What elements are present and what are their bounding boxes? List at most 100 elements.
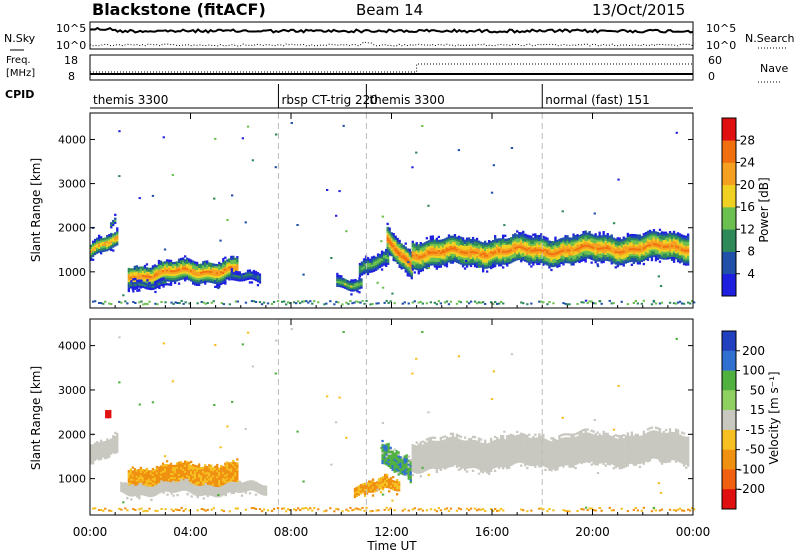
heatmap-cell	[364, 271, 368, 274]
heatmap-cell	[198, 271, 201, 275]
heatmap-cell	[129, 276, 133, 279]
heatmap-cell	[186, 485, 189, 488]
heatmap-cell	[399, 462, 402, 465]
heatmap-cell	[216, 271, 219, 275]
heatmap-cell	[222, 265, 225, 269]
heatmap-cell	[153, 270, 157, 273]
heatmap-cell	[378, 253, 382, 257]
heatmap-cell	[658, 256, 662, 259]
heatmap-cell	[256, 482, 260, 485]
heatmap-cell	[630, 253, 634, 257]
heatmap-cell	[419, 259, 422, 263]
heatmap-cell	[196, 261, 199, 265]
heatmap-cell	[394, 249, 397, 252]
heatmap-cell	[248, 482, 252, 485]
heatmap-cell	[222, 473, 225, 477]
heatmap-cell	[184, 261, 187, 264]
heatmap-cell	[165, 472, 169, 475]
heatmap-cell	[514, 245, 517, 248]
heatmap-cell	[106, 238, 109, 242]
heatmap-cell	[338, 276, 341, 280]
heatmap-cell	[554, 238, 557, 241]
heatmap-cell	[214, 485, 217, 488]
heatmap-cell	[618, 237, 621, 240]
heatmap-cell	[490, 260, 493, 264]
heatmap-cell	[530, 245, 533, 248]
heatmap-cell	[612, 241, 615, 244]
heatmap-cell	[475, 259, 479, 262]
heatmap-cell	[132, 282, 135, 285]
heatmap-cell	[488, 242, 491, 245]
heatmap-cell	[490, 243, 493, 246]
heatmap-cell	[114, 213, 117, 216]
heatmap-cell	[620, 300, 623, 303]
heatmap-cell	[628, 246, 632, 249]
heatmap-cell	[638, 238, 642, 241]
heatmap-cell	[385, 260, 388, 264]
heatmap-cell	[588, 250, 591, 254]
heatmap-cell	[636, 256, 640, 259]
heatmap-cell	[465, 253, 469, 256]
heatmap-cell	[410, 271, 413, 274]
heatmap-cell	[360, 267, 364, 270]
heatmap-cell	[234, 263, 237, 267]
heatmap-cell	[352, 285, 355, 288]
heatmap-cell	[236, 488, 240, 491]
heatmap-cell	[469, 256, 473, 260]
heatmap-cell	[107, 414, 110, 417]
heatmap-cell	[139, 268, 143, 271]
heatmap-cell	[554, 264, 557, 267]
heatmap-cell	[606, 246, 609, 250]
heatmap-cell	[646, 232, 650, 236]
heatmap-cell	[208, 270, 211, 273]
heatmap-cell	[210, 272, 213, 275]
heatmap-cell	[104, 300, 107, 303]
heatmap-cell	[584, 230, 587, 233]
heatmap-cell	[252, 482, 256, 485]
heatmap-cell	[179, 273, 183, 277]
heatmap-cell	[204, 466, 207, 469]
heatmap-cell	[246, 484, 250, 487]
heatmap-cell	[526, 260, 529, 263]
heatmap-cell	[102, 447, 105, 450]
heatmap-cell	[404, 268, 407, 271]
heatmap-cell	[514, 247, 517, 250]
heatmap-cell	[175, 269, 179, 272]
heatmap-cell	[104, 241, 107, 244]
heatmap-cell	[594, 255, 597, 258]
heatmap-cell	[378, 255, 382, 259]
heatmap-cell	[214, 275, 217, 278]
heatmap-cell	[381, 461, 384, 465]
heatmap-cell	[544, 240, 547, 243]
heatmap-cell	[522, 246, 525, 249]
heatmap-cell	[650, 231, 654, 234]
heatmap-cell	[153, 473, 157, 476]
heatmap-cell	[512, 246, 515, 249]
heatmap-cell	[110, 446, 113, 449]
heatmap-cell	[451, 255, 455, 258]
heatmap-cell	[411, 242, 414, 245]
heatmap-cell	[340, 275, 343, 278]
heatmap-cell	[554, 244, 557, 247]
heatmap-cell	[228, 270, 231, 273]
heatmap-cell	[536, 248, 539, 252]
heatmap-cell	[554, 240, 557, 243]
station-title: Blackstone (fitACF)	[92, 0, 266, 19]
heatmap-cell	[236, 464, 239, 467]
heatmap-cell	[220, 267, 223, 270]
heatmap-cell	[524, 247, 527, 250]
heatmap-cell	[127, 289, 131, 293]
heatmap-cell	[648, 249, 652, 252]
heatmap-cell	[256, 488, 260, 491]
heatmap-cell	[194, 283, 197, 286]
heatmap-cell	[94, 448, 97, 451]
heatmap-cell	[190, 279, 193, 282]
heatmap-cell	[363, 482, 367, 485]
heatmap-cell	[404, 260, 407, 263]
heatmap-cell	[230, 469, 233, 473]
heatmap-cell	[336, 276, 339, 280]
heatmap-cell	[147, 482, 151, 485]
heatmap-cell	[431, 253, 435, 256]
heatmap-cell	[580, 255, 583, 258]
heatmap-cell	[377, 302, 380, 305]
